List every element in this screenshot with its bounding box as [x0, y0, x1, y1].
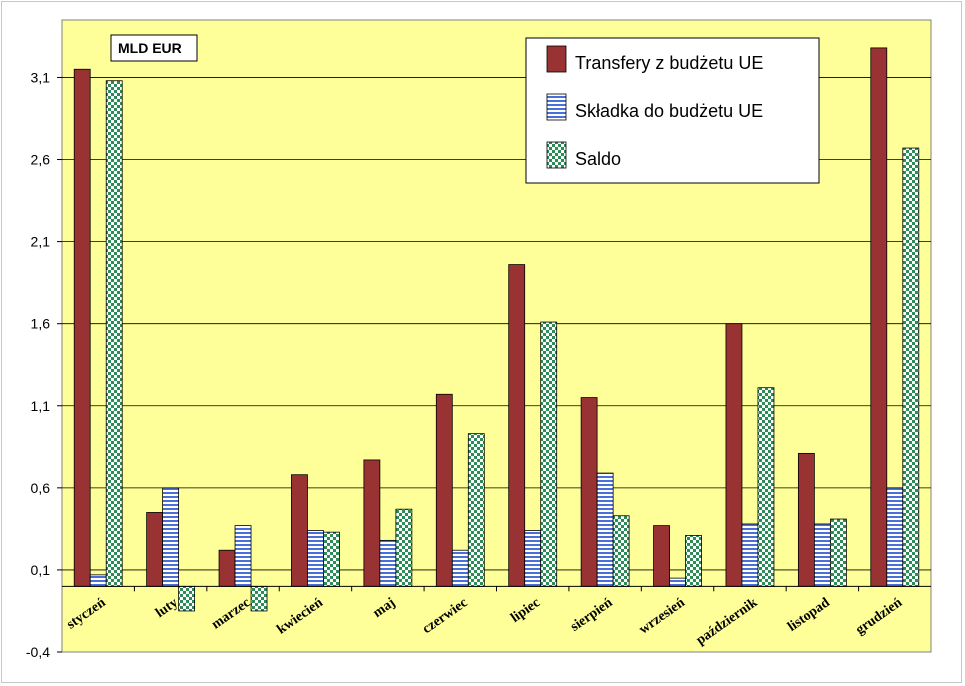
bar-saldo	[902, 147, 920, 587]
bar-saldo	[395, 508, 413, 587]
bar-skladka	[162, 487, 180, 587]
bars	[73, 47, 920, 612]
y-tick-label: 2,1	[31, 234, 51, 250]
bar-transfery	[73, 68, 91, 587]
bar-transfery	[218, 549, 236, 587]
bar-transfery	[725, 323, 743, 587]
bar-saldo	[757, 387, 775, 587]
y-tick-label: 1,1	[31, 398, 51, 414]
bar-saldo	[323, 531, 340, 587]
legend: Transfery z budżetu UE Składka do budżet…	[525, 37, 820, 184]
y-tick-label: 3,1	[31, 69, 51, 85]
bar-saldo	[685, 535, 702, 587]
unit-label: MLD EUR	[118, 40, 182, 56]
legend-label-saldo: Saldo	[575, 149, 621, 169]
bar-transfery	[363, 459, 381, 587]
bar-saldo	[105, 80, 123, 587]
legend-label-skladka: Składka do budżetu UE	[575, 101, 763, 121]
bar-transfery	[870, 47, 888, 587]
bar-saldo	[829, 518, 847, 587]
bar-skladka	[596, 472, 614, 587]
y-axis-ticks: -0,4 0,1 0,6 1,1 1,6 2,1 2,6 3,1	[26, 69, 62, 660]
y-tick-label: 2,6	[31, 152, 51, 168]
y-tick-label: -0,4	[26, 644, 50, 660]
bar-skladka	[451, 549, 469, 587]
bar-transfery	[291, 474, 308, 587]
bar-skladka	[307, 530, 324, 587]
y-tick-label: 1,6	[31, 316, 51, 332]
bar-saldo	[178, 585, 196, 612]
bar-transfery	[797, 452, 815, 587]
bar-skladka	[89, 574, 107, 587]
bar-transfery	[580, 397, 598, 587]
bar-transfery	[508, 264, 526, 587]
bar-skladka	[886, 487, 904, 587]
bar-skladka	[379, 539, 397, 587]
unit-label-box: MLD EUR	[110, 34, 198, 62]
bar-transfery	[146, 512, 164, 587]
bar-saldo	[540, 321, 558, 587]
bar-saldo	[612, 515, 630, 587]
bar-skladka	[741, 523, 759, 587]
legend-label-transfery: Transfery z budżetu UE	[575, 53, 763, 73]
legend-swatch-skladka	[546, 93, 567, 121]
bar-transfery	[435, 393, 453, 587]
bar-skladka	[524, 530, 542, 587]
bar-skladka	[669, 577, 686, 587]
bar-saldo	[467, 433, 485, 587]
bar-transfery	[653, 525, 670, 587]
y-tick-label: 0,6	[31, 480, 51, 496]
y-tick-label: 0,1	[31, 562, 51, 578]
bar-saldo	[250, 585, 268, 612]
legend-swatch-transfery	[546, 45, 567, 73]
bar-skladka	[234, 525, 252, 587]
legend-swatch-saldo	[546, 141, 567, 169]
bar-skladka	[813, 523, 831, 587]
